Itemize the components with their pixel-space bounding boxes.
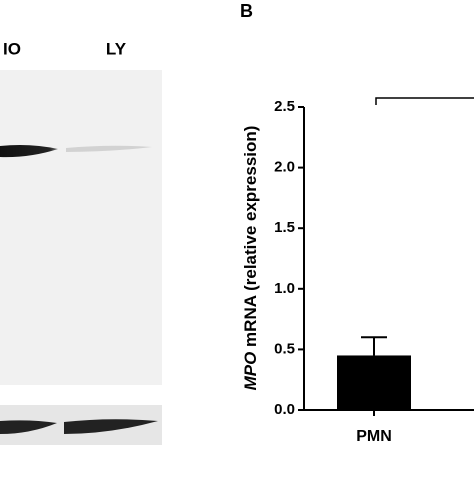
y-tick-label: 0.0 xyxy=(274,401,295,418)
blot-band xyxy=(64,419,158,434)
panel-label: B xyxy=(240,1,253,21)
y-axis-title-italic: MPO xyxy=(241,352,260,391)
bar xyxy=(337,355,411,410)
blot-band xyxy=(0,420,57,434)
y-axis-title: MPO mRNA (relative expression) xyxy=(241,126,260,391)
blot-band xyxy=(66,145,152,152)
x-tick-label: PMN xyxy=(356,428,392,445)
y-tick-label: 2.0 xyxy=(274,159,295,176)
lane-label: LY xyxy=(106,39,127,58)
y-tick-label: 2.5 xyxy=(274,98,295,115)
y-tick-label: 0.5 xyxy=(274,340,295,357)
lane-label: IO xyxy=(3,39,21,58)
y-tick-label: 1.0 xyxy=(274,280,295,297)
blot-band xyxy=(0,145,58,158)
y-tick-label: 1.5 xyxy=(274,219,295,236)
y-axis-title-rest: mRNA (relative expression) xyxy=(241,126,260,347)
significance-bracket xyxy=(375,97,474,105)
blot-membrane xyxy=(0,70,162,385)
